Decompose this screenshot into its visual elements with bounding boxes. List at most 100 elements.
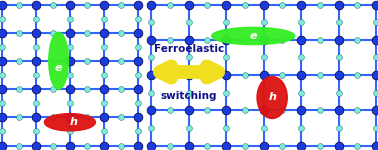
Point: [33, 130, 39, 133]
Point: [261, 144, 267, 147]
Point: [223, 39, 229, 41]
Point: [186, 21, 192, 23]
Point: [33, 46, 39, 48]
Point: [50, 60, 56, 62]
Point: [135, 116, 141, 119]
Point: [84, 116, 90, 119]
Point: [33, 17, 39, 20]
Ellipse shape: [212, 27, 295, 45]
Point: [298, 3, 304, 6]
Point: [50, 32, 56, 34]
Text: switching: switching: [161, 91, 217, 101]
Point: [373, 21, 378, 23]
Point: [0, 32, 5, 34]
Point: [186, 127, 192, 129]
Point: [223, 91, 229, 94]
Point: [33, 74, 39, 76]
Point: [336, 3, 342, 6]
Point: [84, 32, 90, 34]
Point: [336, 74, 342, 76]
Point: [373, 144, 378, 147]
Point: [336, 21, 342, 23]
Point: [242, 109, 248, 111]
Point: [354, 74, 360, 76]
Point: [223, 127, 229, 129]
Point: [223, 144, 229, 147]
Point: [373, 109, 378, 111]
Point: [101, 74, 107, 76]
Point: [148, 74, 154, 76]
Text: h: h: [70, 117, 77, 127]
Point: [33, 102, 39, 104]
Point: [336, 144, 342, 147]
Point: [0, 74, 5, 76]
Point: [373, 56, 378, 59]
Point: [148, 109, 154, 111]
Point: [148, 56, 154, 59]
Point: [101, 60, 107, 62]
Point: [16, 144, 22, 147]
Point: [67, 144, 73, 147]
Point: [118, 32, 124, 34]
Point: [317, 74, 323, 76]
Point: [204, 144, 211, 147]
Point: [317, 144, 323, 147]
Point: [167, 109, 173, 111]
Point: [135, 46, 141, 48]
Point: [135, 130, 141, 133]
Point: [279, 3, 285, 6]
Point: [67, 102, 73, 104]
Point: [298, 109, 304, 111]
Point: [16, 88, 22, 90]
Point: [0, 102, 5, 104]
Point: [101, 130, 107, 133]
Point: [135, 60, 141, 62]
Point: [354, 144, 360, 147]
Point: [373, 127, 378, 129]
Point: [67, 116, 73, 119]
Point: [354, 39, 360, 41]
Point: [223, 109, 229, 111]
Point: [261, 127, 267, 129]
Point: [33, 144, 39, 147]
Point: [298, 21, 304, 23]
Ellipse shape: [44, 114, 95, 131]
Point: [148, 91, 154, 94]
Point: [223, 74, 229, 76]
Point: [261, 91, 267, 94]
Point: [186, 74, 192, 76]
Ellipse shape: [257, 76, 287, 118]
Point: [223, 21, 229, 23]
Point: [148, 39, 154, 41]
Point: [167, 3, 173, 6]
Text: h: h: [268, 93, 276, 102]
Point: [223, 56, 229, 59]
Point: [298, 127, 304, 129]
Point: [67, 130, 73, 133]
Point: [0, 130, 5, 133]
Point: [223, 3, 229, 6]
Point: [101, 32, 107, 34]
Point: [373, 74, 378, 76]
Point: [50, 144, 56, 147]
Point: [336, 109, 342, 111]
Point: [373, 39, 378, 41]
Point: [148, 21, 154, 23]
Point: [148, 3, 154, 6]
Point: [16, 3, 22, 6]
Point: [261, 3, 267, 6]
Point: [67, 3, 73, 6]
Point: [16, 116, 22, 119]
Point: [242, 3, 248, 6]
Point: [186, 39, 192, 41]
Point: [279, 109, 285, 111]
Point: [84, 60, 90, 62]
Point: [298, 144, 304, 147]
Point: [279, 39, 285, 41]
Point: [186, 109, 192, 111]
Point: [16, 32, 22, 34]
Point: [204, 3, 211, 6]
Point: [0, 144, 5, 147]
Point: [186, 56, 192, 59]
Point: [135, 74, 141, 76]
